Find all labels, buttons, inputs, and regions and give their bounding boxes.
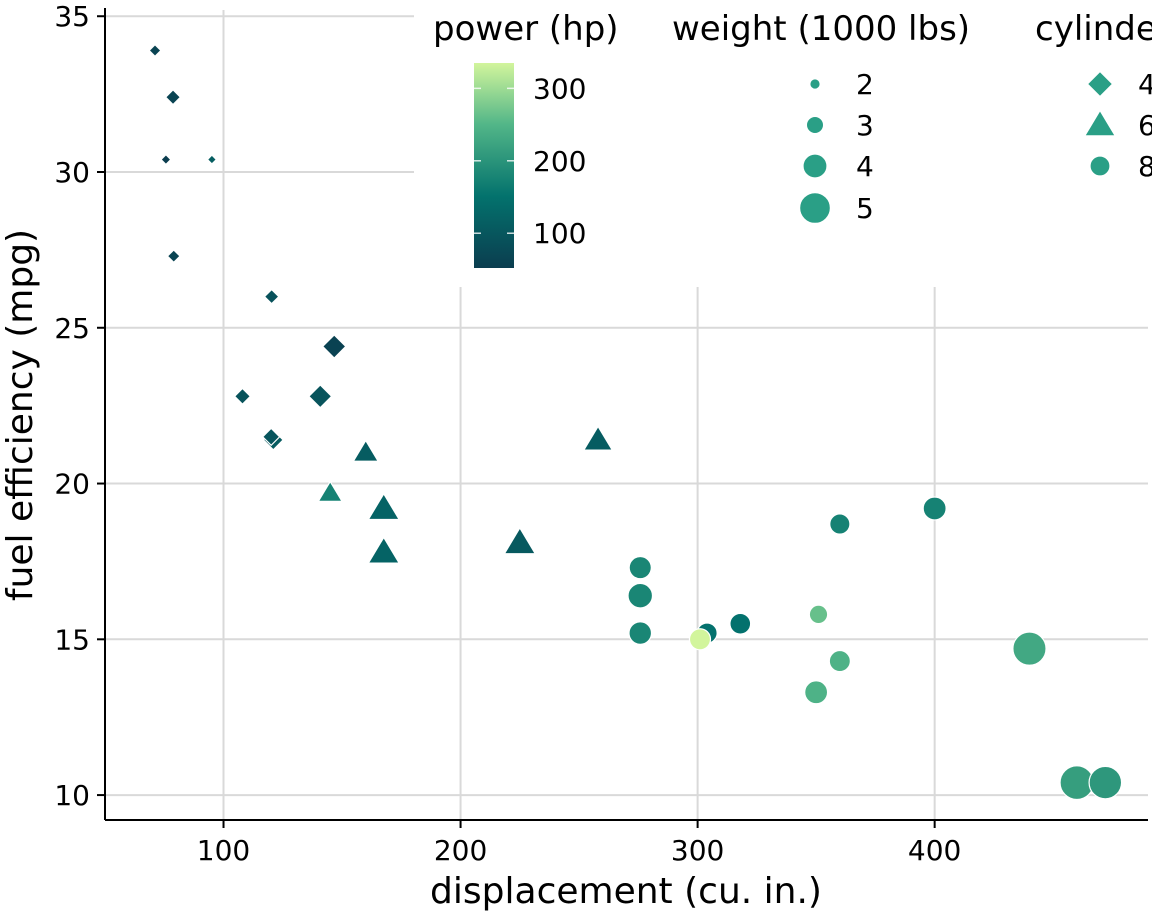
legend-shape-title: cylinders bbox=[1035, 9, 1152, 49]
data-point bbox=[148, 43, 162, 58]
color-bar-label: 300 bbox=[533, 72, 586, 105]
size-legend-symbol bbox=[798, 192, 831, 225]
legend-size-entries: 2 3 4 5 bbox=[798, 68, 874, 225]
y-tick-label: 35 bbox=[54, 0, 90, 33]
data-point bbox=[261, 427, 281, 447]
data-point bbox=[829, 513, 851, 535]
data-point bbox=[233, 387, 252, 406]
color-bar-label: 200 bbox=[533, 145, 586, 178]
data-points bbox=[148, 43, 1123, 801]
data-point bbox=[729, 612, 752, 635]
data-point bbox=[321, 334, 347, 359]
shape-legend-label: 8 bbox=[1138, 150, 1152, 183]
size-legend-symbol bbox=[809, 78, 821, 90]
size-legend-label: 4 bbox=[856, 150, 874, 183]
y-tick-label: 25 bbox=[54, 312, 90, 345]
data-point bbox=[828, 649, 851, 673]
data-point bbox=[1012, 631, 1047, 666]
y-tick-label: 30 bbox=[54, 156, 90, 189]
x-tick-label: 100 bbox=[197, 834, 250, 867]
data-point bbox=[628, 555, 652, 580]
data-point bbox=[808, 604, 829, 625]
data-point bbox=[627, 582, 654, 609]
data-point bbox=[308, 384, 333, 409]
y-tick-label: 10 bbox=[54, 779, 90, 812]
data-point bbox=[922, 496, 947, 521]
data-point bbox=[317, 480, 344, 502]
legend-shape-entries: 4 6 8 bbox=[1083, 68, 1152, 183]
data-point bbox=[582, 425, 614, 451]
data-point bbox=[367, 536, 401, 564]
axes bbox=[104, 8, 1148, 821]
y-tick-label: 20 bbox=[54, 468, 90, 501]
y-axis-label: fuel efficiency (mpg) bbox=[0, 229, 41, 601]
color-bar-label: 100 bbox=[533, 217, 586, 250]
x-tick-label: 300 bbox=[671, 834, 724, 867]
shape-legend-symbol bbox=[1089, 155, 1111, 177]
data-point bbox=[367, 492, 401, 521]
legend-color-title: power (hp) bbox=[433, 9, 619, 49]
legend-size-title: weight (1000 lbs) bbox=[672, 9, 970, 49]
shape-legend-label: 6 bbox=[1138, 109, 1152, 142]
size-legend-label: 5 bbox=[856, 192, 874, 225]
legend-background bbox=[414, 0, 1152, 287]
size-legend-symbol bbox=[802, 153, 828, 179]
data-point bbox=[263, 288, 280, 305]
data-point bbox=[804, 680, 829, 705]
data-point bbox=[628, 621, 653, 645]
x-axis-label: displacement (cu. in.) bbox=[430, 871, 822, 912]
shape-legend-symbol bbox=[1083, 109, 1117, 137]
y-tick-label: 15 bbox=[54, 623, 90, 656]
data-point bbox=[352, 439, 380, 462]
x-tick-label: 400 bbox=[908, 834, 961, 867]
data-point bbox=[688, 628, 712, 651]
size-legend-symbol bbox=[805, 115, 825, 135]
data-point bbox=[164, 89, 182, 106]
shape-legend-label: 4 bbox=[1138, 68, 1152, 101]
data-point bbox=[206, 154, 218, 165]
data-point bbox=[166, 249, 181, 264]
size-legend-label: 3 bbox=[856, 109, 874, 142]
legend-color-ticks: 100 200 300 bbox=[474, 72, 586, 250]
legend-color-bar bbox=[474, 63, 514, 268]
shape-legend-symbol bbox=[1086, 70, 1114, 98]
legend: power (hp) 100 200 300 weight (1000 lbs) 2… bbox=[433, 9, 1152, 268]
data-point bbox=[1088, 765, 1123, 800]
size-legend-label: 2 bbox=[856, 68, 874, 101]
x-tick-label: 200 bbox=[434, 834, 487, 867]
data-point bbox=[503, 526, 537, 555]
data-point bbox=[160, 153, 172, 166]
